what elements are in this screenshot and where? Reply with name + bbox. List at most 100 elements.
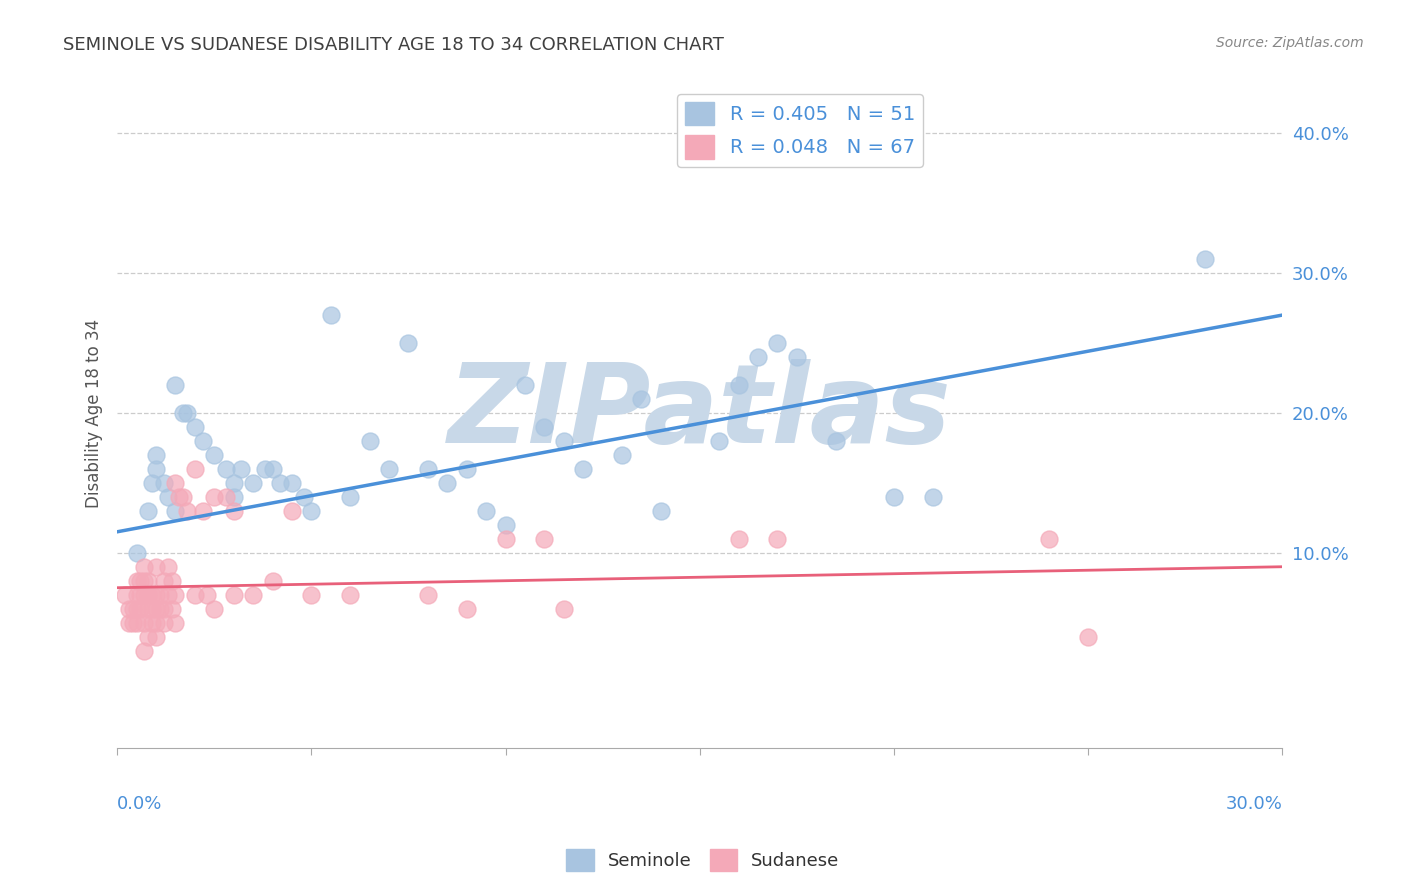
Legend: Seminole, Sudanese: Seminole, Sudanese [560,842,846,879]
Point [165,378,187,392]
Point [172,490,194,504]
Point [281,504,304,518]
Point [152,574,174,588]
Point [136,630,159,644]
Point [125,601,148,615]
Point [456,601,478,615]
Point [141,601,163,615]
Point [136,588,159,602]
Y-axis label: Disability Age 18 to 34: Disability Age 18 to 34 [86,318,103,508]
Text: 0.0%: 0.0% [117,796,163,814]
Point [156,559,179,574]
Point [118,615,141,630]
Point [475,504,498,518]
Point [134,615,156,630]
Text: 30.0%: 30.0% [1226,796,1282,814]
Point [572,462,595,476]
Point [253,462,276,476]
Point [1194,252,1216,267]
Point [319,308,342,322]
Point [242,588,264,602]
Point [145,615,167,630]
Point [184,588,207,602]
Point [176,406,198,420]
Point [222,490,245,504]
Point [630,392,652,406]
Point [145,448,167,462]
Point [222,475,245,490]
Point [242,475,264,490]
Point [339,588,361,602]
Point [553,434,575,448]
Point [149,601,172,615]
Point [152,601,174,615]
Point [191,504,214,518]
Point [129,601,152,615]
Point [610,448,633,462]
Point [134,643,156,657]
Point [921,490,943,504]
Point [747,350,769,364]
Point [165,475,187,490]
Point [378,462,401,476]
Point [136,601,159,615]
Point [152,475,174,490]
Point [231,462,253,476]
Point [134,588,156,602]
Point [222,504,245,518]
Point [513,378,536,392]
Point [359,434,381,448]
Point [416,462,439,476]
Point [141,475,163,490]
Point [184,462,207,476]
Point [172,406,194,420]
Point [165,504,187,518]
Point [134,559,156,574]
Point [129,574,152,588]
Point [707,434,730,448]
Point [156,490,179,504]
Point [727,532,749,546]
Point [495,517,517,532]
Point [136,504,159,518]
Point [145,588,167,602]
Text: ZIPatlas: ZIPatlas [449,359,952,467]
Point [202,601,225,615]
Point [134,574,156,588]
Point [191,434,214,448]
Point [727,378,749,392]
Point [1077,630,1099,644]
Point [222,588,245,602]
Point [766,336,789,351]
Legend: R = 0.405   N = 51, R = 0.048   N = 67: R = 0.405 N = 51, R = 0.048 N = 67 [678,94,922,167]
Point [141,588,163,602]
Point [281,475,304,490]
Point [118,601,141,615]
Point [495,532,517,546]
Point [141,615,163,630]
Text: SEMINOLE VS SUDANESE DISABILITY AGE 18 TO 34 CORRELATION CHART: SEMINOLE VS SUDANESE DISABILITY AGE 18 T… [63,36,724,54]
Point [650,504,672,518]
Point [262,574,284,588]
Point [824,434,846,448]
Point [215,462,238,476]
Point [145,630,167,644]
Point [215,490,238,504]
Point [125,615,148,630]
Point [125,574,148,588]
Point [145,462,167,476]
Point [553,601,575,615]
Point [292,490,315,504]
Point [136,574,159,588]
Point [299,504,322,518]
Point [165,615,187,630]
Point [152,615,174,630]
Point [160,574,183,588]
Point [883,490,905,504]
Point [339,490,361,504]
Point [129,588,152,602]
Point [262,462,284,476]
Point [195,588,218,602]
Point [121,615,143,630]
Point [114,588,136,602]
